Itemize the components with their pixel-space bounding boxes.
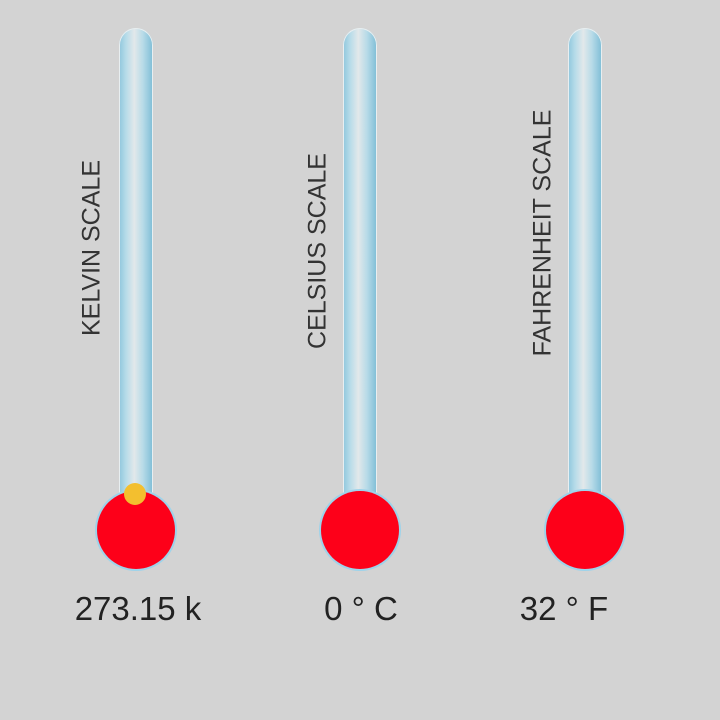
fahrenheit-scale-label: FAHRENHEIT SCALE [528,109,557,357]
celsius-scale-label: CELSIUS SCALE [303,153,332,349]
kelvin-scale-label: KELVIN SCALE [77,159,106,337]
fahrenheit-bulb [546,491,624,569]
kelvin-value: 273.15 k [74,590,202,627]
kelvin-tube [119,28,153,508]
celsius-tube [343,28,377,508]
fahrenheit-value: 32 ° F [519,590,609,627]
kelvin-mercury-indicator [124,483,146,505]
celsius-value: 0 ° C [324,590,398,627]
fahrenheit-tube [568,28,602,508]
celsius-bulb [321,491,399,569]
